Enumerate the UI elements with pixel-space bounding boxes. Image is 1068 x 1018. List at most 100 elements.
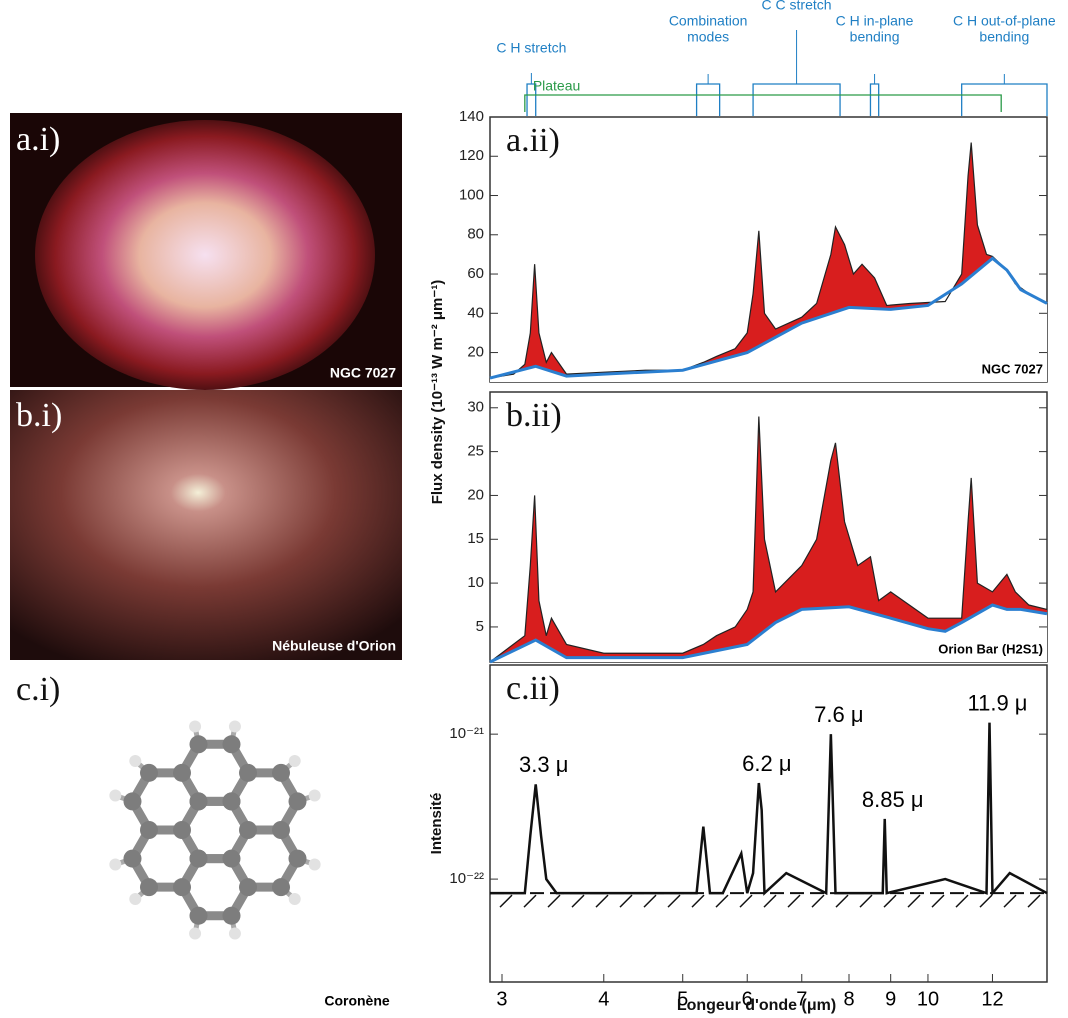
hatch [547, 894, 561, 908]
band-bracket [524, 94, 1002, 112]
hatch [523, 894, 537, 908]
panel-label: c.ii) [506, 670, 560, 707]
carbon [272, 763, 290, 782]
carbon [189, 735, 208, 754]
x-tick-label: 6 [742, 988, 753, 1010]
carbon [239, 821, 257, 839]
series-line [489, 603, 1048, 664]
carbon [272, 821, 290, 839]
carbon [123, 849, 142, 868]
hydrogen [109, 858, 122, 871]
carbon [222, 906, 241, 925]
hatch [715, 894, 729, 908]
y-tick-label: 40 [467, 304, 484, 321]
hydrogen [129, 893, 142, 906]
hatch [787, 894, 801, 908]
hatch [835, 894, 849, 908]
peak-label: 7.6 μ [814, 702, 863, 727]
carbon [189, 849, 208, 868]
hatch [763, 894, 777, 908]
hydrogen [109, 789, 122, 802]
hydrogen [308, 789, 321, 802]
hatch [667, 894, 681, 908]
y-tick-label: 100 [459, 186, 484, 203]
x-tick-label: 8 [843, 988, 854, 1010]
hydrogen [189, 927, 202, 940]
band-label: C H stretch [496, 40, 566, 56]
hydrogen [288, 893, 301, 906]
carbon [140, 878, 158, 897]
x-tick-label: 9 [885, 988, 896, 1010]
peak-label: 8.85 μ [862, 787, 924, 812]
carbon [288, 849, 307, 868]
hatch [1003, 894, 1017, 908]
band-label: C C stretch [762, 0, 832, 13]
y-tick-label: 60 [467, 265, 484, 282]
y-tick-label: 30 [467, 399, 484, 416]
hydrogen [288, 754, 301, 767]
series-line [490, 722, 1048, 897]
x-tick-label: 12 [981, 988, 1003, 1010]
band-label: C H out-of-plane [953, 13, 1056, 29]
band-label: C H in-plane [836, 13, 914, 29]
band-label: Plateau [533, 78, 580, 94]
peak-label: 6.2 μ [742, 751, 791, 776]
carbon [189, 792, 208, 811]
hydrogen [189, 720, 202, 733]
panel-label: b.i) [16, 397, 62, 434]
x-tick-label: 4 [598, 988, 609, 1010]
hydrogen [228, 927, 241, 940]
series-line [489, 142, 1048, 379]
y-tick-label: 20 [467, 486, 484, 503]
image [10, 390, 402, 660]
hatch [955, 894, 969, 908]
y-tick-label: 5 [476, 618, 484, 635]
panel-label: a.ii) [506, 122, 560, 159]
series-line [489, 416, 1048, 663]
band-bracket [961, 83, 1048, 116]
carbon [140, 821, 158, 839]
hydrogen [129, 754, 142, 767]
hatch [619, 894, 633, 908]
x-tick-label: 3 [496, 988, 507, 1010]
carbon [288, 792, 307, 811]
y-axis-label: Intensité [428, 793, 445, 855]
carbon [239, 878, 257, 897]
continuum-mask [490, 258, 1047, 382]
molecule [109, 720, 321, 940]
peak-label: 3.3 μ [519, 752, 568, 777]
carbon [140, 763, 158, 782]
caption: Nébuleuse d'Orion [272, 638, 396, 654]
caption: NGC 7027 [330, 365, 396, 381]
hatch [643, 894, 657, 908]
panel-label: a.i) [16, 121, 60, 158]
carbon [173, 821, 191, 839]
carbon [239, 763, 257, 782]
panel-label: c.i) [16, 671, 60, 708]
hatch [595, 894, 609, 908]
y-tick-label: 140 [459, 108, 484, 125]
band-label: bending [979, 29, 1029, 45]
hatch [859, 894, 873, 908]
x-tick-label: 5 [677, 988, 688, 1010]
continuum-mask [490, 605, 1047, 662]
y-tick-label: 10⁻²¹ [449, 725, 484, 742]
hatch [811, 894, 825, 908]
y-tick-label: 10⁻²² [449, 870, 484, 887]
hydrogen [228, 720, 241, 733]
band-bracket [695, 83, 721, 116]
hatch [883, 894, 897, 908]
hatch [979, 894, 993, 908]
band-bracket [869, 83, 880, 116]
band-bracket [752, 83, 841, 116]
hydrogen [308, 858, 321, 871]
plot-frame [489, 664, 1048, 983]
hatch [907, 894, 921, 908]
hatch [571, 894, 585, 908]
y-tick-label: 20 [467, 344, 484, 361]
carbon [189, 906, 208, 925]
carbon [123, 792, 142, 811]
band-label: bending [850, 29, 900, 45]
x-axis-label: Longeur d'onde (μm) [677, 997, 836, 1014]
